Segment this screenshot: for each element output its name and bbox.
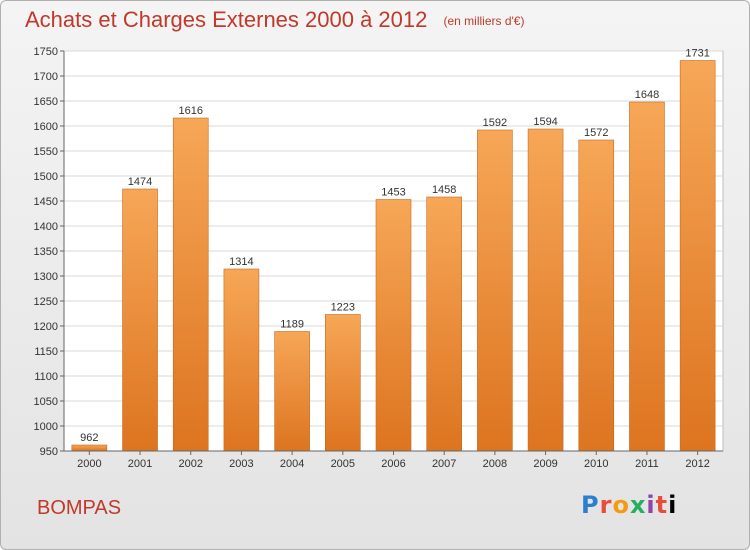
data-label-2000: 962 [80,432,98,444]
x-tick-label-2008: 2008 [483,458,507,470]
bar-2008 [477,129,513,452]
data-label-2010: 1572 [584,127,608,139]
x-tick-label-2009: 2009 [533,458,557,470]
bar-2011 [629,101,665,452]
x-tick-label-2012: 2012 [685,458,709,470]
data-label-2007: 1458 [432,184,456,196]
y-tick-label: 1750 [34,46,58,58]
unit-label: (en milliers d'€) [443,14,525,29]
bar-2009 [527,128,564,452]
bar-2003 [223,268,260,452]
data-label-2003: 1314 [229,256,253,268]
x-tick-label-2001: 2001 [128,458,152,470]
y-tick-label: 950 [40,446,58,458]
bar-2001 [122,188,158,452]
logo-letter: t [655,491,669,519]
data-label-2009: 1594 [533,116,557,128]
y-tick-label: 1100 [34,371,58,383]
x-tick-label-2006: 2006 [381,458,405,470]
y-tick-label: 1550 [34,146,58,158]
y-tick-label: 1600 [34,121,58,133]
data-label-2008: 1592 [483,117,507,129]
y-tick-label: 1650 [34,96,58,108]
logo-letter: P [581,491,600,519]
logo-letter: o [612,491,630,519]
data-label-2004: 1189 [280,319,304,331]
y-tick-label: 1300 [34,271,58,283]
x-tick-label-2007: 2007 [432,458,456,470]
y-tick-label: 1350 [34,246,58,258]
data-label-2012: 1731 [685,48,709,60]
logo-letter: x [629,491,647,519]
y-tick-label: 1050 [34,396,58,408]
bar-2005 [325,314,361,452]
bar-2012 [679,60,716,452]
x-tick-label-2000: 2000 [77,458,101,470]
y-tick-label: 1500 [34,171,58,183]
data-label-2006: 1453 [381,187,405,199]
y-tick-label: 1450 [34,196,58,208]
x-tick-label-2003: 2003 [229,458,253,470]
bar-2010 [578,139,615,452]
x-tick-label-2010: 2010 [584,458,608,470]
logo-letter: i [668,491,678,519]
y-tick-label: 1150 [34,346,58,358]
x-tick-label-2005: 2005 [331,458,355,470]
bar-2000 [71,444,108,452]
y-tick-label: 1000 [34,421,58,433]
x-tick-label-2004: 2004 [280,458,304,470]
bar-2006 [375,199,412,452]
x-tick-label-2011: 2011 [635,458,659,470]
title-text: Achats et Charges Externes 2000 à 2012 [25,7,428,32]
proxiti-logo: Proxiti [581,491,677,519]
data-label-2005: 1223 [331,302,355,314]
y-tick-label: 1250 [34,296,58,308]
x-tick-label-2002: 2002 [178,458,202,470]
y-tick-label: 1700 [34,71,58,83]
data-label-2001: 1474 [128,176,152,188]
bar-2002 [172,117,209,452]
chart-title: Achats et Charges Externes 2000 à 2012 (… [25,7,524,33]
bar-2004 [274,331,310,452]
y-tick-label: 1400 [34,221,58,233]
data-label-2011: 1648 [635,89,659,101]
bar-2007 [426,196,462,452]
commune-name: BOMPAS [37,497,122,519]
logo-letter: i [646,491,656,519]
y-tick-label: 1200 [34,321,58,333]
data-label-2002: 1616 [178,105,202,117]
logo-letter: r [599,491,613,519]
bar-chart: 950 1000 1050 1100 1150 1200 1250 1300 1350 1400 1… [34,46,724,470]
